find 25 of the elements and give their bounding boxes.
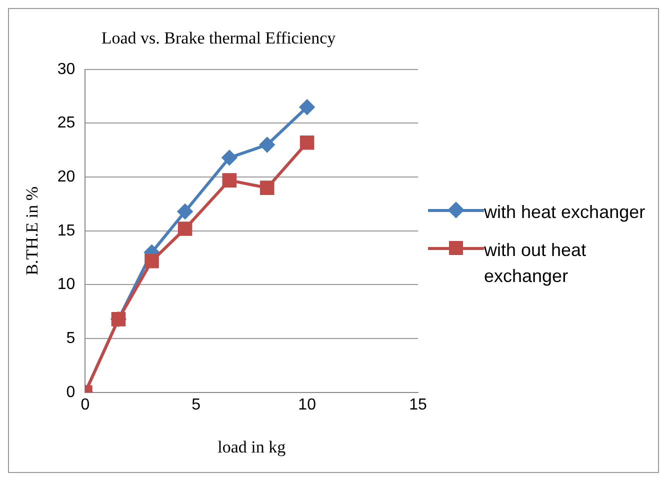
point [300, 100, 315, 115]
y-tick-label: 15 [57, 222, 76, 240]
y-tick-label: 20 [57, 168, 76, 186]
legend-label: with out heat exchanger [484, 239, 588, 288]
point [260, 180, 274, 195]
x-tick-label: 0 [80, 396, 90, 414]
y-tick-label: 25 [57, 114, 76, 132]
y-axis-title: B.TH.E in % [22, 186, 42, 276]
x-tick-label: 5 [192, 396, 201, 414]
y-tick-label: 30 [57, 60, 76, 78]
point [144, 254, 159, 268]
point [260, 137, 275, 152]
point [178, 204, 193, 220]
point [222, 173, 237, 188]
y-tick-label: 10 [57, 276, 76, 294]
y-tick-label: 5 [66, 330, 76, 347]
point [300, 135, 314, 150]
x-axis-title: load in kg [218, 437, 286, 456]
legend-label: with heat exchanger [484, 201, 646, 224]
y-tick-label: 0 [66, 384, 76, 401]
x-tick-label: 10 [298, 396, 316, 414]
point [222, 150, 237, 166]
chart-title: Load vs. Brake thermal Efficiency [101, 28, 336, 48]
point [178, 222, 192, 236]
x-tick-label: 15 [409, 396, 427, 414]
